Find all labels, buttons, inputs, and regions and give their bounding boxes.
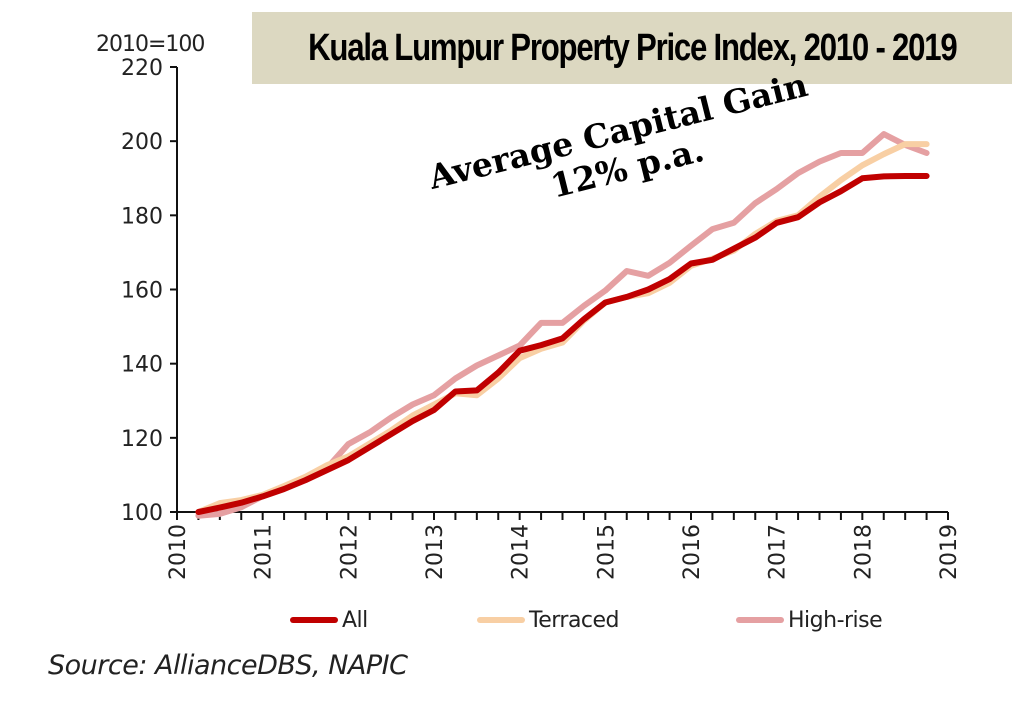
- x-tick-label: 2015: [594, 524, 619, 580]
- x-tick-label: 2016: [680, 524, 705, 580]
- x-tick-label: 2011: [252, 524, 277, 580]
- legend-swatch-all: [290, 617, 338, 623]
- x-axis: 2010 2011 2012 2013 2014 2015 2016 2017 2018 2019: [166, 511, 962, 580]
- chart-title: Kuala Lumpur Property Price Index, 2010 …: [307, 26, 958, 69]
- x-tick-label: 2010: [166, 524, 191, 580]
- series-line-all: [195, 173, 930, 515]
- y-tick-label: 160: [121, 279, 163, 304]
- x-tick-label: 2019: [937, 524, 962, 580]
- y-tick-label: 120: [121, 427, 163, 452]
- x-tick-label: 2013: [423, 524, 448, 580]
- legend-item-high-rise: High-rise: [736, 605, 883, 635]
- legend-label-terraced: Terraced: [529, 607, 620, 633]
- x-tick-label: 2017: [766, 524, 791, 580]
- legend-swatch-high-rise: [736, 617, 784, 623]
- chart-title-box: Kuala Lumpur Property Price Index, 2010 …: [252, 12, 1012, 84]
- x-tick-label: 2014: [509, 524, 534, 580]
- y-tick-label: 220: [121, 56, 163, 81]
- x-tick-label: 2018: [851, 524, 876, 580]
- y-axis: 100 120 140 160 180 200 220: [121, 56, 178, 526]
- legend-item-terraced: Terraced: [477, 605, 620, 635]
- legend-swatch-terraced: [477, 617, 525, 623]
- y-tick-label: 180: [121, 204, 163, 229]
- legend-label-high-rise: High-rise: [788, 607, 883, 633]
- legend-item-all: All: [290, 605, 368, 635]
- x-tick-label: 2012: [337, 524, 362, 580]
- series-layer: [195, 131, 930, 519]
- y-tick-label: 140: [121, 353, 163, 378]
- y-tick-label: 100: [121, 501, 163, 526]
- legend-label-all: All: [342, 607, 368, 633]
- source-note: Source: AllianceDBS, NAPIC: [48, 650, 408, 681]
- y-axis-label: 2010=100: [96, 32, 205, 57]
- y-tick-label: 200: [121, 130, 163, 155]
